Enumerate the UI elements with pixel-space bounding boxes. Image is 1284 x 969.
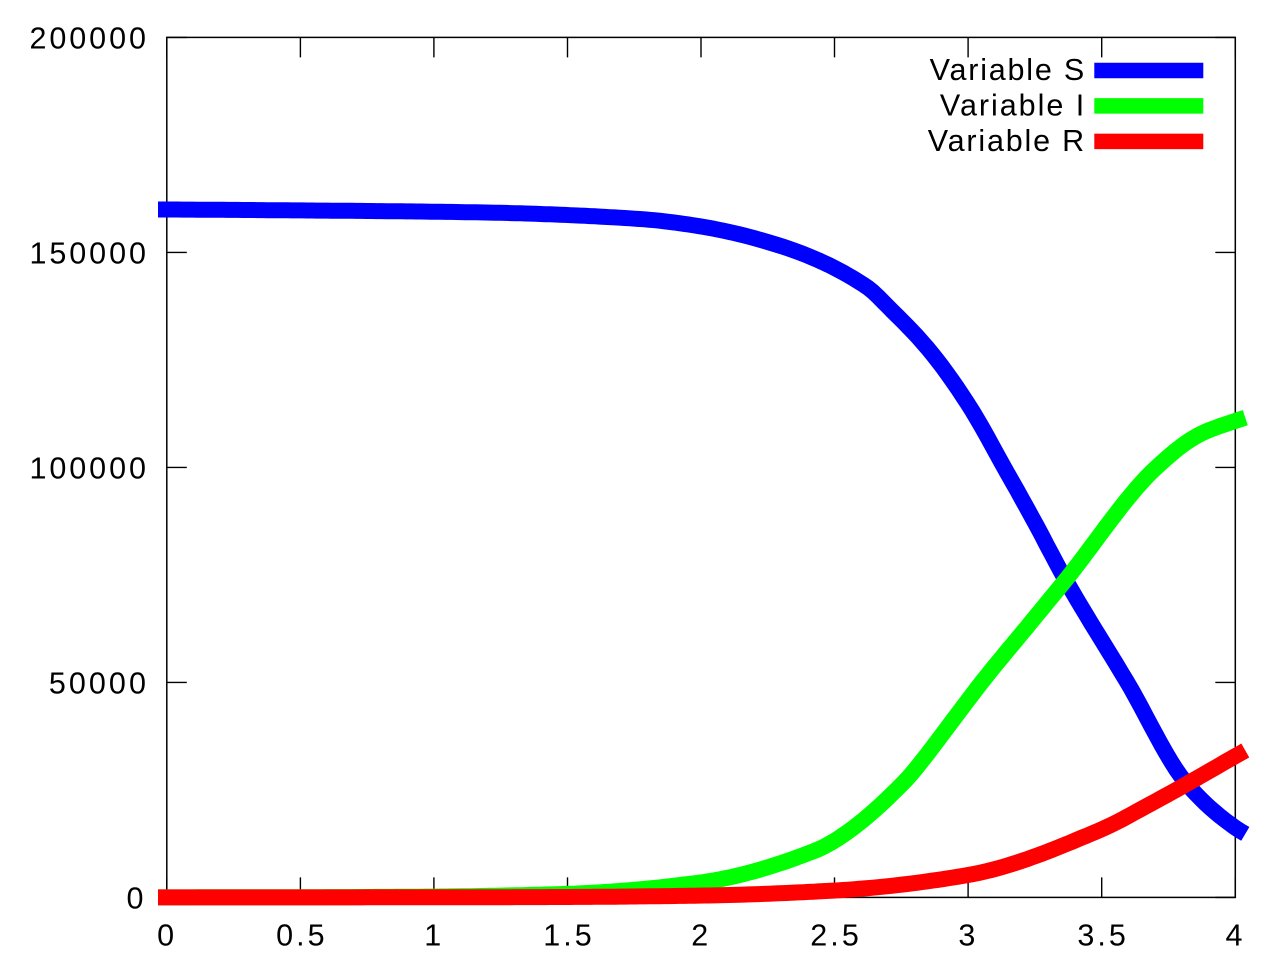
svg-text:100000: 100000 — [30, 452, 149, 486]
svg-text:1: 1 — [424, 919, 441, 953]
svg-text:2.5: 2.5 — [810, 919, 862, 953]
svg-text:50000: 50000 — [49, 667, 149, 701]
svg-text:1.5: 1.5 — [543, 919, 595, 953]
svg-text:Variable I: Variable I — [940, 88, 1086, 122]
svg-text:0: 0 — [127, 882, 144, 916]
svg-text:Variable R: Variable R — [928, 124, 1086, 158]
svg-text:4: 4 — [1226, 919, 1243, 953]
svg-text:3: 3 — [958, 919, 975, 953]
svg-text:2: 2 — [691, 919, 708, 953]
svg-text:Variable S: Variable S — [930, 53, 1086, 87]
svg-text:150000: 150000 — [30, 237, 149, 271]
svg-text:0.5: 0.5 — [276, 919, 328, 953]
svg-text:3.5: 3.5 — [1077, 919, 1129, 953]
svg-text:0: 0 — [157, 919, 174, 953]
svg-text:200000: 200000 — [30, 22, 149, 56]
